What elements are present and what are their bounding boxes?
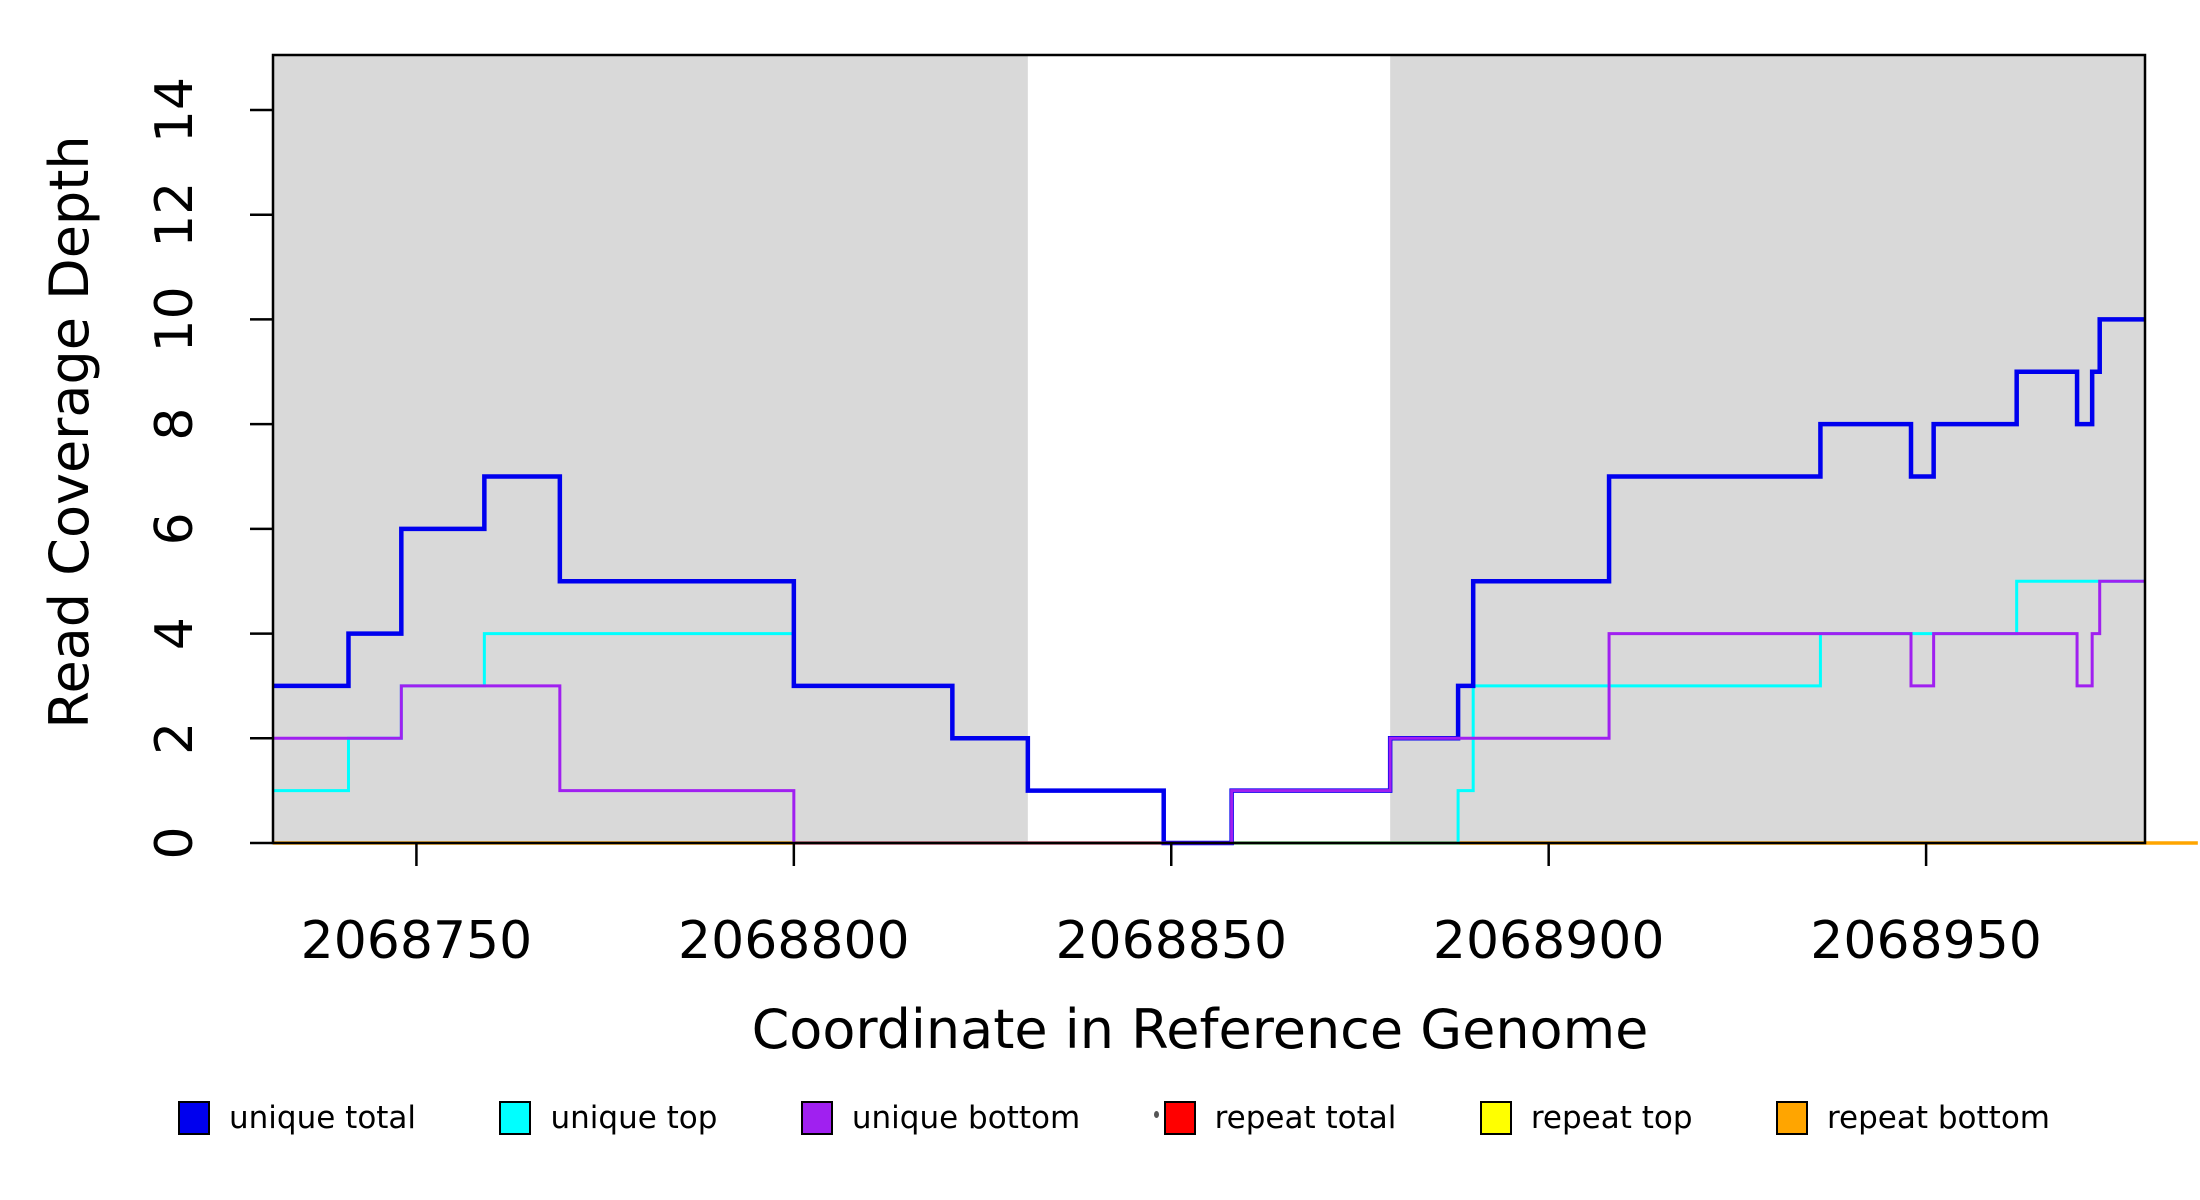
legend-label: repeat bottom <box>1826 1100 2050 1136</box>
y-tick-label: 14 <box>145 77 205 143</box>
repeat-total-swatch <box>1163 1101 1196 1135</box>
y-tick-label: 6 <box>145 512 205 545</box>
x-tick-label: 2068750 <box>301 911 533 971</box>
y-tick-label: 2 <box>145 722 205 755</box>
y-tick-label: 0 <box>145 826 205 859</box>
legend-item-unique-bottom: unique bottom <box>800 1100 1081 1136</box>
unique-top-swatch <box>499 1101 532 1135</box>
legend-item-repeat-top: repeat top <box>1479 1100 1693 1136</box>
repeat-top-swatch <box>1479 1101 1512 1135</box>
legend-item-unique-top: unique top <box>499 1100 717 1136</box>
legend-item-repeat-total: repeat total <box>1163 1100 1397 1136</box>
shaded-region <box>273 55 1028 843</box>
legend-label: unique bottom <box>851 1100 1081 1136</box>
x-tick-label: 2068900 <box>1433 911 1665 971</box>
y-tick-label: 8 <box>145 408 205 441</box>
legend-label: repeat top <box>1530 1100 1693 1136</box>
y-tick-label: 10 <box>145 286 205 352</box>
legend-item-repeat-bottom: repeat bottom <box>1775 1100 2050 1136</box>
unique-total-swatch <box>178 1101 210 1135</box>
x-tick-label: 2068950 <box>1810 911 2042 971</box>
unique-bottom-swatch <box>800 1101 833 1135</box>
legend-item-unique-total: unique total <box>178 1100 416 1136</box>
x-axis-title: Coordinate in Reference Genome <box>752 998 1649 1061</box>
legend-stray-mark <box>1154 1111 1159 1118</box>
y-tick-label: 12 <box>145 182 205 248</box>
x-tick-label: 2068800 <box>678 911 910 971</box>
chart-legend: unique total unique top unique bottom repea… <box>0 1090 2200 1146</box>
plot-frame <box>271 53 2147 845</box>
series-unique-bottom <box>273 579 2145 845</box>
y-axis-title: Read Coverage Depth <box>38 135 101 728</box>
y-tick-label: 4 <box>145 617 205 650</box>
legend-label: unique total <box>229 1100 417 1136</box>
shaded-region <box>1390 55 2145 843</box>
legend-label: unique top <box>550 1100 718 1136</box>
repeat-bottom-swatch <box>1775 1101 1808 1135</box>
legend-label: repeat total <box>1214 1100 1397 1136</box>
x-tick-label: 2068850 <box>1055 911 1287 971</box>
